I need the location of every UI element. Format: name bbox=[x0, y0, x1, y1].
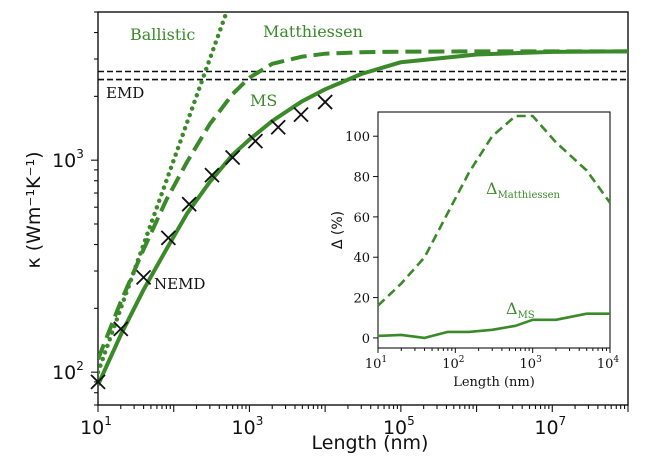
nemd-marker bbox=[135, 269, 152, 286]
inset-y-tick-label: 100 bbox=[345, 130, 370, 145]
ms-line bbox=[98, 49, 628, 386]
inset-x-ticks: 101 102 103 104 bbox=[365, 348, 620, 372]
nemd-marker bbox=[247, 133, 264, 149]
nemd-markers bbox=[90, 94, 333, 390]
ms-label: MS bbox=[250, 91, 277, 110]
main-y-ticks: 102 103 bbox=[52, 11, 98, 406]
nemd-marker bbox=[293, 106, 309, 123]
nemd-marker bbox=[204, 167, 220, 183]
nemd-marker bbox=[317, 94, 333, 110]
main-y-tick-label: 102 bbox=[52, 359, 84, 384]
matthiessen-line bbox=[98, 49, 628, 361]
nemd-marker bbox=[113, 321, 129, 337]
inset-x-tick-label: 101 bbox=[365, 355, 387, 372]
inset-y-ticks: 0 20 40 60 80 100 bbox=[345, 130, 378, 347]
inset-y-tick-label: 0 bbox=[362, 332, 370, 347]
main-chart: 101 103 105 107 102 103 Ballistic Matthiesse… bbox=[23, 11, 629, 454]
main-x-tick-label: 105 bbox=[383, 414, 415, 439]
inset-matthiessen-line bbox=[377, 114, 612, 307]
main-x-axis-label: Length (nm) bbox=[312, 432, 429, 454]
delta-matthiessen-subscript: Matthiessen bbox=[498, 190, 561, 201]
main-x-ticks: 101 103 105 107 bbox=[80, 405, 629, 439]
inset-y-tick-label: 60 bbox=[353, 211, 370, 226]
delta-ms-symbol: Δ bbox=[506, 299, 518, 318]
nemd-marker bbox=[181, 196, 197, 212]
main-series-group bbox=[98, 12, 628, 386]
nemd-marker bbox=[270, 119, 286, 135]
main-x-tick-label: 101 bbox=[80, 414, 112, 439]
inset-plot-frame bbox=[377, 111, 611, 349]
emd-label: EMD bbox=[106, 84, 144, 102]
main-plot-frame bbox=[97, 11, 629, 406]
delta-ms-subscript: MS bbox=[518, 310, 535, 321]
delta-ms-label: ΔMS bbox=[506, 299, 535, 321]
delta-matthiessen-symbol: Δ bbox=[486, 179, 498, 198]
inset-y-tick-label: 20 bbox=[353, 292, 370, 307]
inset-y-tick-label: 40 bbox=[353, 251, 370, 266]
delta-matthiessen-label: ΔMatthiessen bbox=[486, 179, 561, 201]
inset-x-tick-label: 104 bbox=[597, 355, 620, 372]
ballistic-line bbox=[98, 12, 229, 375]
matthiessen-label: Matthiessen bbox=[263, 22, 363, 41]
inset-series-group bbox=[377, 114, 612, 340]
inset-x-axis-label: Length (nm) bbox=[453, 375, 535, 390]
inset-x-tick-label: 103 bbox=[520, 355, 543, 372]
ballistic-label: Ballistic bbox=[130, 25, 195, 44]
nemd-marker bbox=[160, 230, 177, 246]
inset-background bbox=[378, 112, 610, 348]
nemd-marker bbox=[224, 149, 241, 166]
main-x-tick-label: 103 bbox=[232, 414, 264, 439]
inset-y-axis-label: Δ (%) bbox=[330, 211, 346, 249]
main-x-tick-label: 107 bbox=[534, 414, 566, 439]
nemd-label: NEMD bbox=[154, 275, 205, 293]
inset-x-tick-label: 102 bbox=[442, 355, 464, 372]
main-y-axis-label: κ (Wm⁻¹K⁻¹) bbox=[23, 151, 45, 268]
main-y-tick-label: 103 bbox=[52, 147, 84, 172]
inset-ms-line bbox=[377, 312, 610, 340]
inset-y-tick-label: 80 bbox=[353, 171, 370, 186]
